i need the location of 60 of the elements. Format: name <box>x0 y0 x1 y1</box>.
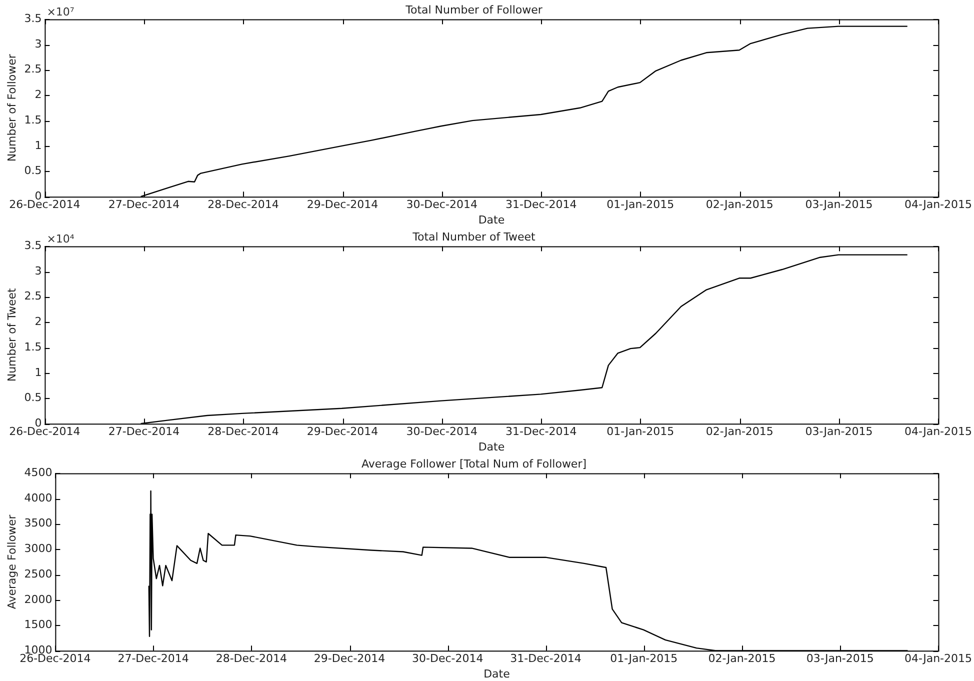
x-tick-label: 02-Jan-2015 <box>706 425 774 438</box>
x-tick-label: 03-Jan-2015 <box>805 425 873 438</box>
x-axis-title: Date <box>484 667 510 680</box>
x-tick-label: 04-Jan-2015 <box>904 425 972 438</box>
x-tick-label: 03-Jan-2015 <box>806 652 874 666</box>
y-tick-label: 3 <box>34 37 42 50</box>
text: ×10⁴ <box>46 232 75 246</box>
x-axis-title: Date <box>478 440 505 454</box>
y-tick-label: 2.5 <box>24 62 42 76</box>
text: ×10⁷ <box>46 6 74 19</box>
y-tick-label: 3500 <box>24 516 52 530</box>
y-axis-title: Average Follower <box>5 514 18 610</box>
x-tick-label: 26-Dec-2014 <box>20 652 91 666</box>
y-tick-label: 3.5 <box>24 239 42 252</box>
x-tick-label: 27-Dec-2014 <box>118 652 189 666</box>
x-tick-label: 27-Dec-2014 <box>108 198 180 212</box>
y-tick-label: 2 <box>34 315 42 328</box>
y-tick-label: 2.5 <box>24 290 42 303</box>
y-tick-label: 3 <box>34 264 42 278</box>
x-tick-label: 29-Dec-2014 <box>306 425 378 438</box>
y-tick-label: 1.5 <box>24 113 42 126</box>
y-tick-label: 2 <box>34 88 42 102</box>
chart-title: Total Number of Tweet <box>412 230 536 244</box>
y-tick-label: 0.5 <box>24 164 42 178</box>
x-tick-label: 04-Jan-2015 <box>904 652 972 666</box>
y-tick-label: 4000 <box>24 491 52 504</box>
y-tick-label: 2500 <box>24 567 52 580</box>
x-tick-label: 02-Jan-2015 <box>706 198 774 212</box>
x-tick-label: 03-Jan-2015 <box>805 198 873 212</box>
x-tick-label: 28-Dec-2014 <box>216 652 288 666</box>
x-tick-label: 31-Dec-2014 <box>510 652 582 666</box>
x-tick-label: 04-Jan-2015 <box>904 198 972 212</box>
x-tick-label: 01-Jan-2015 <box>610 652 678 666</box>
y-axis-title: Number of Tweet <box>5 287 18 382</box>
x-tick-label: 28-Dec-2014 <box>208 425 279 438</box>
x-tick-label: 30-Dec-2014 <box>406 198 478 212</box>
x-tick-label: 30-Dec-2014 <box>406 425 478 438</box>
x-tick-label: 30-Dec-2014 <box>412 652 484 666</box>
x-tick-label: 29-Dec-2014 <box>314 652 386 666</box>
y-tick-label: 1 <box>34 366 42 379</box>
x-tick-label: 28-Dec-2014 <box>208 198 279 212</box>
y-tick-label: 1.5 <box>24 340 42 354</box>
y-tick-label: 0.5 <box>24 391 42 404</box>
x-tick-label: 31-Dec-2014 <box>506 425 577 438</box>
x-tick-label: 27-Dec-2014 <box>108 425 180 438</box>
x-axis-title: Date <box>478 213 505 226</box>
chart-title: Total Number of Follower <box>404 3 543 16</box>
x-tick-label: 31-Dec-2014 <box>506 198 577 212</box>
y-tick-label: 1 <box>34 138 42 152</box>
y-tick-label: 1500 <box>24 618 52 632</box>
y-axis-title: Number of Follower <box>5 54 18 162</box>
x-tick-label: 02-Jan-2015 <box>708 652 776 666</box>
y-tick-label: 3000 <box>24 542 52 556</box>
x-tick-label: 01-Jan-2015 <box>606 425 674 438</box>
y-tick-label: 3.5 <box>24 12 42 26</box>
x-tick-label: 01-Jan-2015 <box>606 198 674 212</box>
y-tick-label: 2000 <box>24 592 52 606</box>
x-tick-label: 29-Dec-2014 <box>306 198 378 212</box>
chart-title: Average Follower [Total Num of Follower] <box>361 457 587 470</box>
y-tick-label: 4500 <box>24 466 52 480</box>
